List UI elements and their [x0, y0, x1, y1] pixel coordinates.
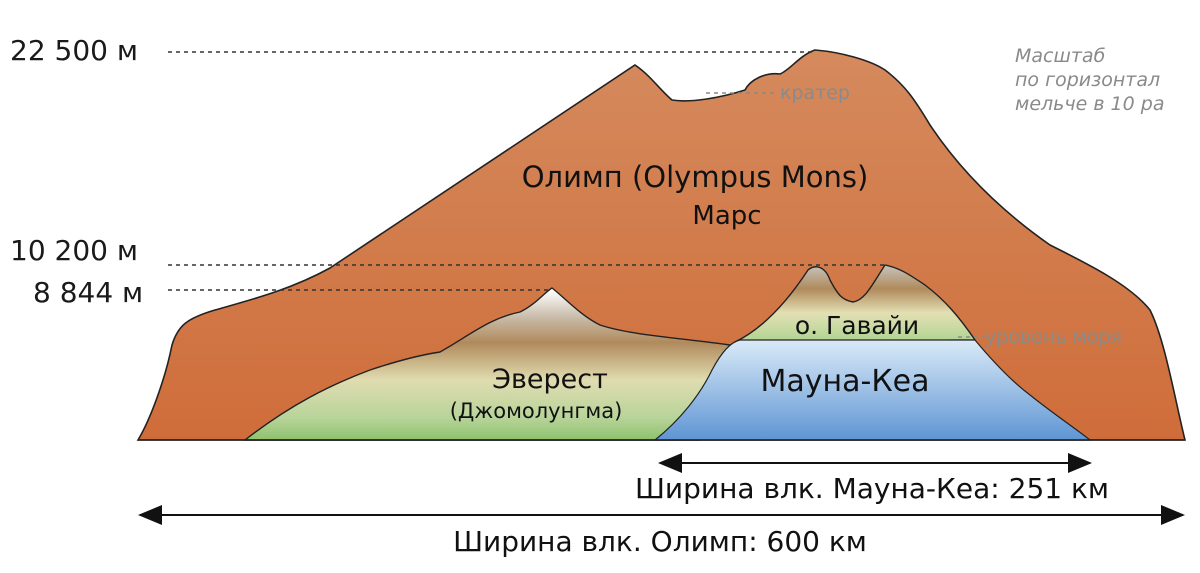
sea-level-label: уровень моря [985, 326, 1122, 348]
mauna-kea-width-label: Ширина влк. Мауна-Кеа: 251 км [635, 472, 1109, 505]
altitude-label-hawaii: 10 200 м [10, 234, 138, 267]
olympus-planet-label: Марс [692, 201, 761, 231]
hawaii-label: о. Гавайи [795, 311, 919, 340]
crater-label: кратер [780, 82, 850, 104]
everest-alt-name-label: (Джомолунгма) [450, 399, 623, 423]
altitude-label-everest: 8 844 м [33, 276, 143, 309]
scale-note-line1: Масштаб [1015, 45, 1106, 67]
hawaii-island-shape [734, 264, 977, 343]
everest-shape [242, 287, 731, 441]
mauna-kea-label: Мауна-Кеа [761, 364, 930, 399]
scale-note-line2: по горизонтал [1015, 69, 1160, 91]
olympus-name-label: Олимп (Olympus Mons) [522, 160, 869, 194]
everest-name-label: Эверест [492, 364, 608, 395]
scale-note-line3: мельче в 10 ра [1015, 93, 1164, 115]
mauna-kea-shape [653, 339, 1092, 441]
altitude-label-olympus: 22 500 м [10, 34, 138, 67]
olympus-width-label: Ширина влк. Олимп: 600 км [453, 525, 867, 558]
